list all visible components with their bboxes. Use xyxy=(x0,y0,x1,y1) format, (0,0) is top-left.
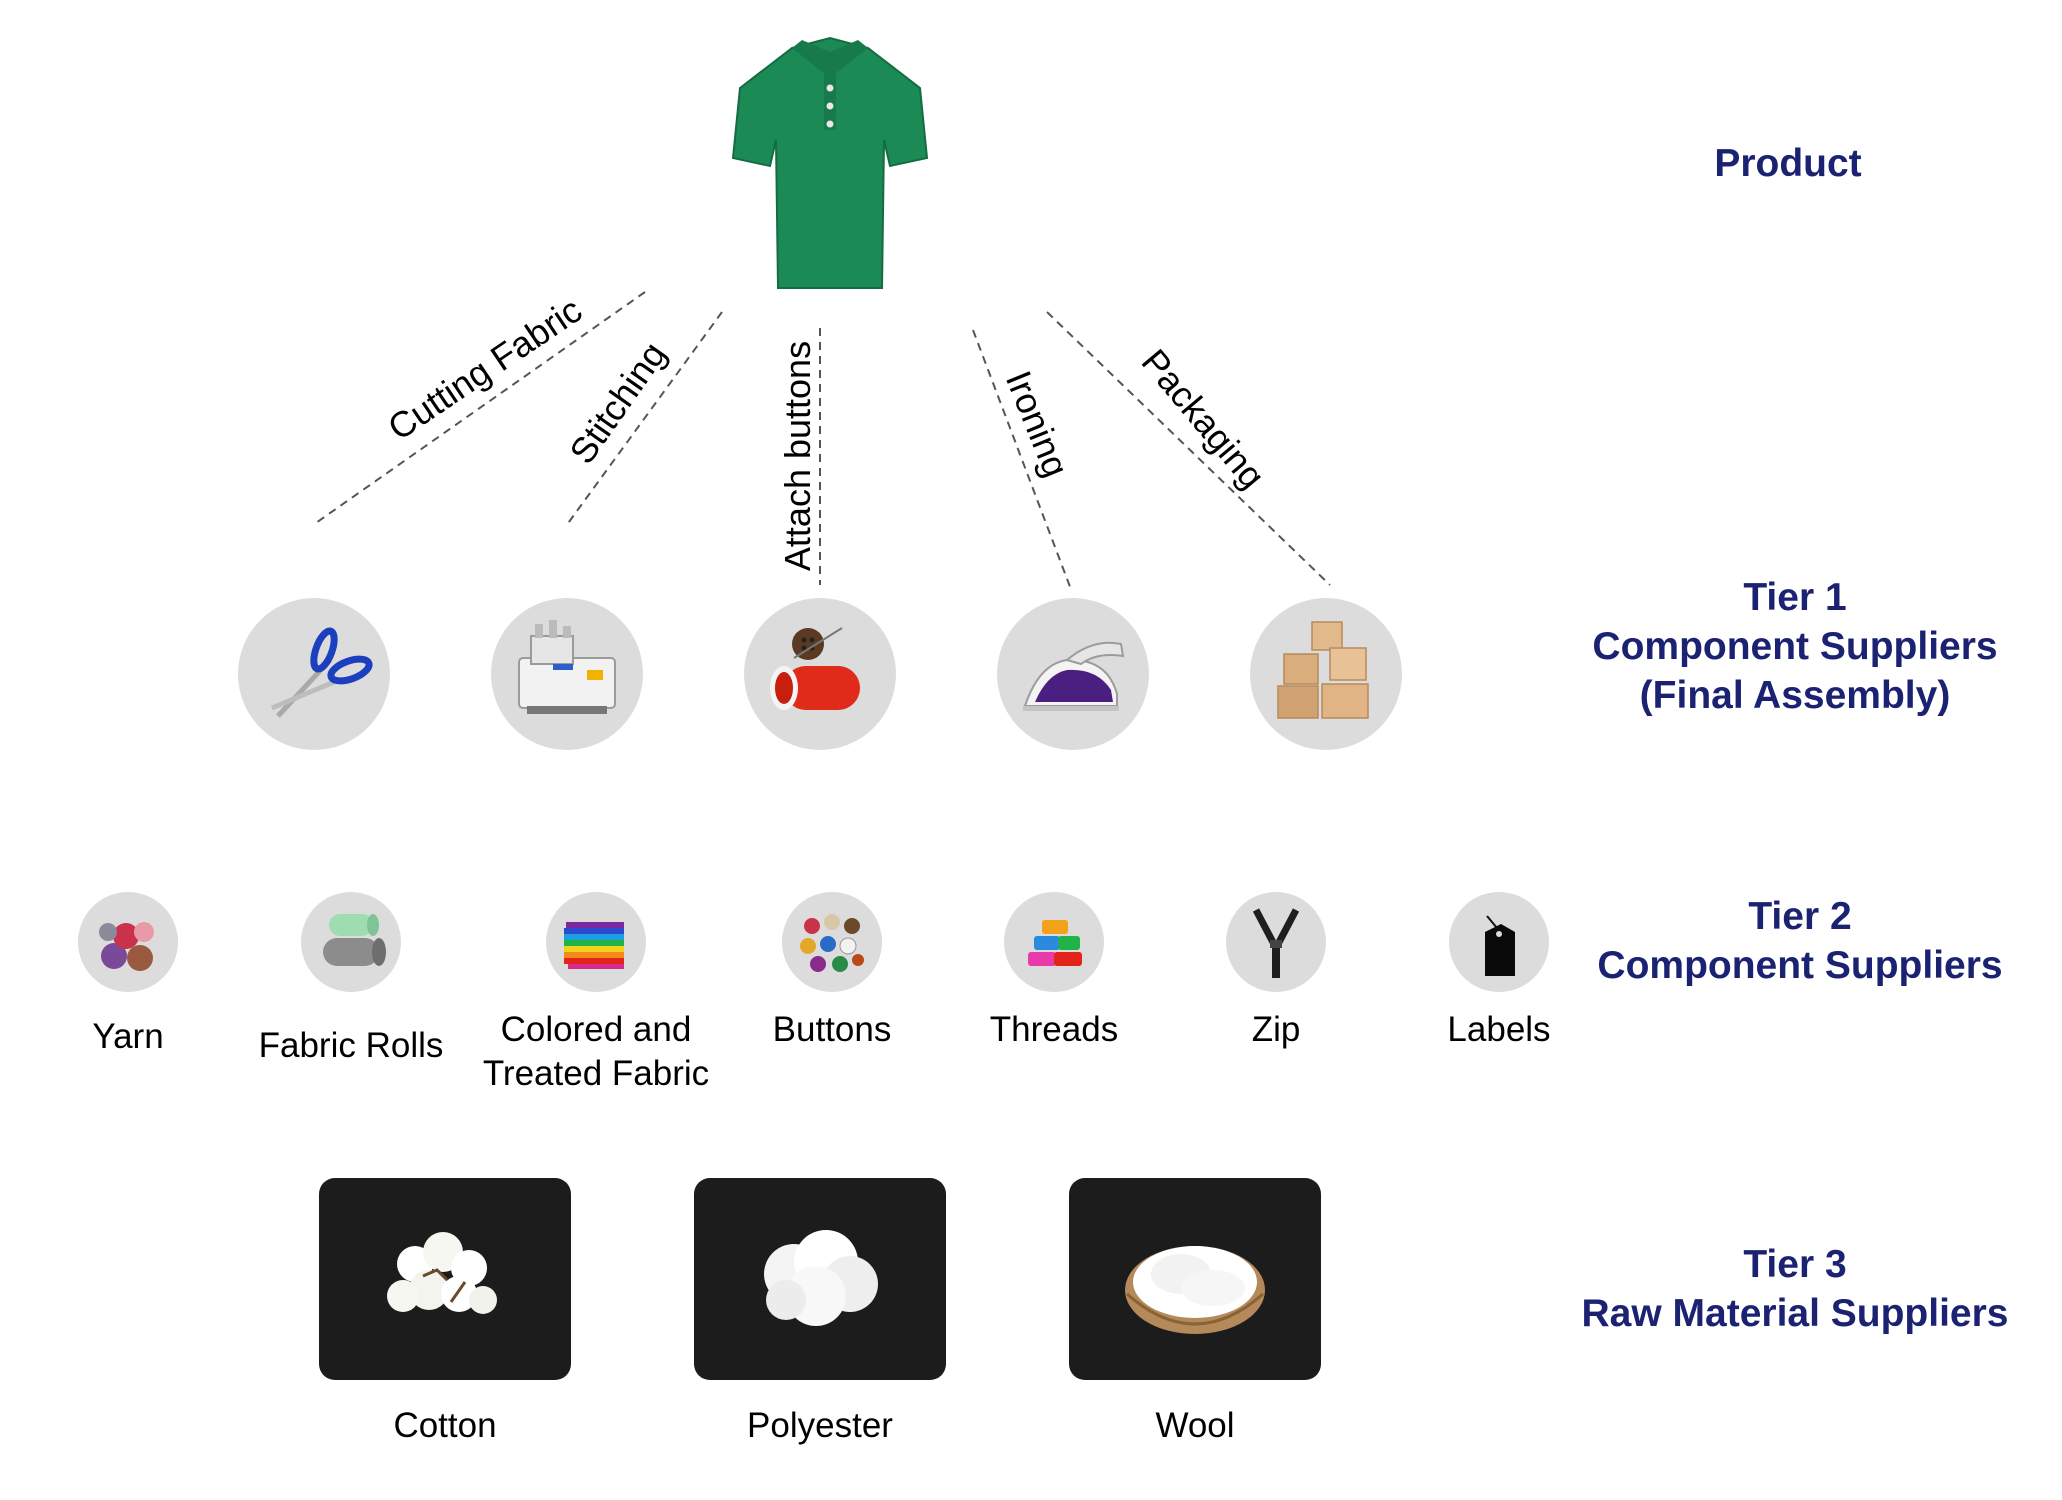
tier2-caption-fabric-rolls: Fabric Rolls xyxy=(258,1026,444,1065)
tier1-line-1: Component Suppliers xyxy=(1592,625,1998,668)
tier2-label: Tier 2 Component Suppliers xyxy=(1560,892,2040,990)
tier3-item-wool xyxy=(1069,1178,1321,1380)
sewing-machine-icon xyxy=(518,620,616,714)
tier2-caption-labels: Labels xyxy=(1447,1010,1551,1049)
tier3-caption-cotton: Cotton xyxy=(393,1406,497,1445)
wool-icon xyxy=(1125,1246,1265,1334)
polyester-icon xyxy=(764,1230,878,1326)
tier1-step-scissors xyxy=(238,598,390,750)
tier2-caption-threads: Threads xyxy=(989,1010,1119,1049)
connector-stitching xyxy=(565,311,723,527)
cotton-icon xyxy=(387,1232,497,1314)
tier1-step-iron xyxy=(997,598,1149,750)
tier2-item-zip xyxy=(1226,892,1326,992)
tier2-caption-zip: Zip xyxy=(1251,1010,1301,1049)
boxes-icon xyxy=(1277,621,1369,719)
tier2-caption-yarn: Yarn xyxy=(92,1017,164,1056)
tier2-item-colored-fabric xyxy=(546,892,646,992)
polo-shirt-icon xyxy=(731,36,929,289)
tier2-title: Tier 2 xyxy=(1748,895,1852,938)
tier1-line-2: (Final Assembly) xyxy=(1639,674,1951,717)
label-tag-icon xyxy=(1485,915,1515,976)
tier3-item-cotton xyxy=(319,1178,571,1380)
tier3-title: Tier 3 xyxy=(1743,1243,1847,1286)
tier2-caption-buttons: Buttons xyxy=(772,1010,892,1049)
threads-icon xyxy=(1028,920,1082,966)
tier3-subtitle: Raw Material Suppliers xyxy=(1581,1292,2009,1335)
tier3-caption-polyester: Polyester xyxy=(747,1406,893,1445)
tier1-step-sewing-machine xyxy=(491,598,643,750)
button-thread-icon xyxy=(770,627,860,710)
tier2-item-threads xyxy=(1004,892,1104,992)
tier1-title: Tier 1 xyxy=(1743,576,1847,619)
tier3-item-polyester xyxy=(694,1178,946,1380)
tier2-item-buttons xyxy=(782,892,882,992)
tier2-item-labels xyxy=(1449,892,1549,992)
fabric-rolls-icon xyxy=(323,914,386,966)
connector-cutting xyxy=(312,291,646,526)
tier2-subtitle: Component Suppliers xyxy=(1597,944,2003,987)
tier3-caption-wool: Wool xyxy=(1155,1406,1235,1445)
connector-ironing xyxy=(972,329,1073,593)
scissors-icon xyxy=(271,627,373,718)
tier1-step-packaging xyxy=(1250,598,1402,750)
yarn-icon xyxy=(99,922,154,971)
zip-icon xyxy=(1252,908,1300,978)
tier2-item-fabric-rolls xyxy=(301,892,401,992)
tier1-step-buttons xyxy=(744,598,896,750)
step-attach-buttons: Attach buttons xyxy=(777,340,818,572)
tier3-label: Tier 3 Raw Material Suppliers xyxy=(1540,1240,2050,1338)
product-label: Product xyxy=(1714,142,1862,185)
tier2-caption-colored-fabric: Colored and Treated Fabric xyxy=(482,1010,710,1093)
tier1-label: Tier 1 Component Suppliers (Final Assemb… xyxy=(1560,573,2030,720)
connector-packaging xyxy=(1046,311,1331,586)
tier2-item-yarn xyxy=(78,892,178,992)
colored-fabric-icon xyxy=(564,922,624,969)
buttons-icon xyxy=(800,914,864,972)
iron-icon xyxy=(1023,641,1125,711)
